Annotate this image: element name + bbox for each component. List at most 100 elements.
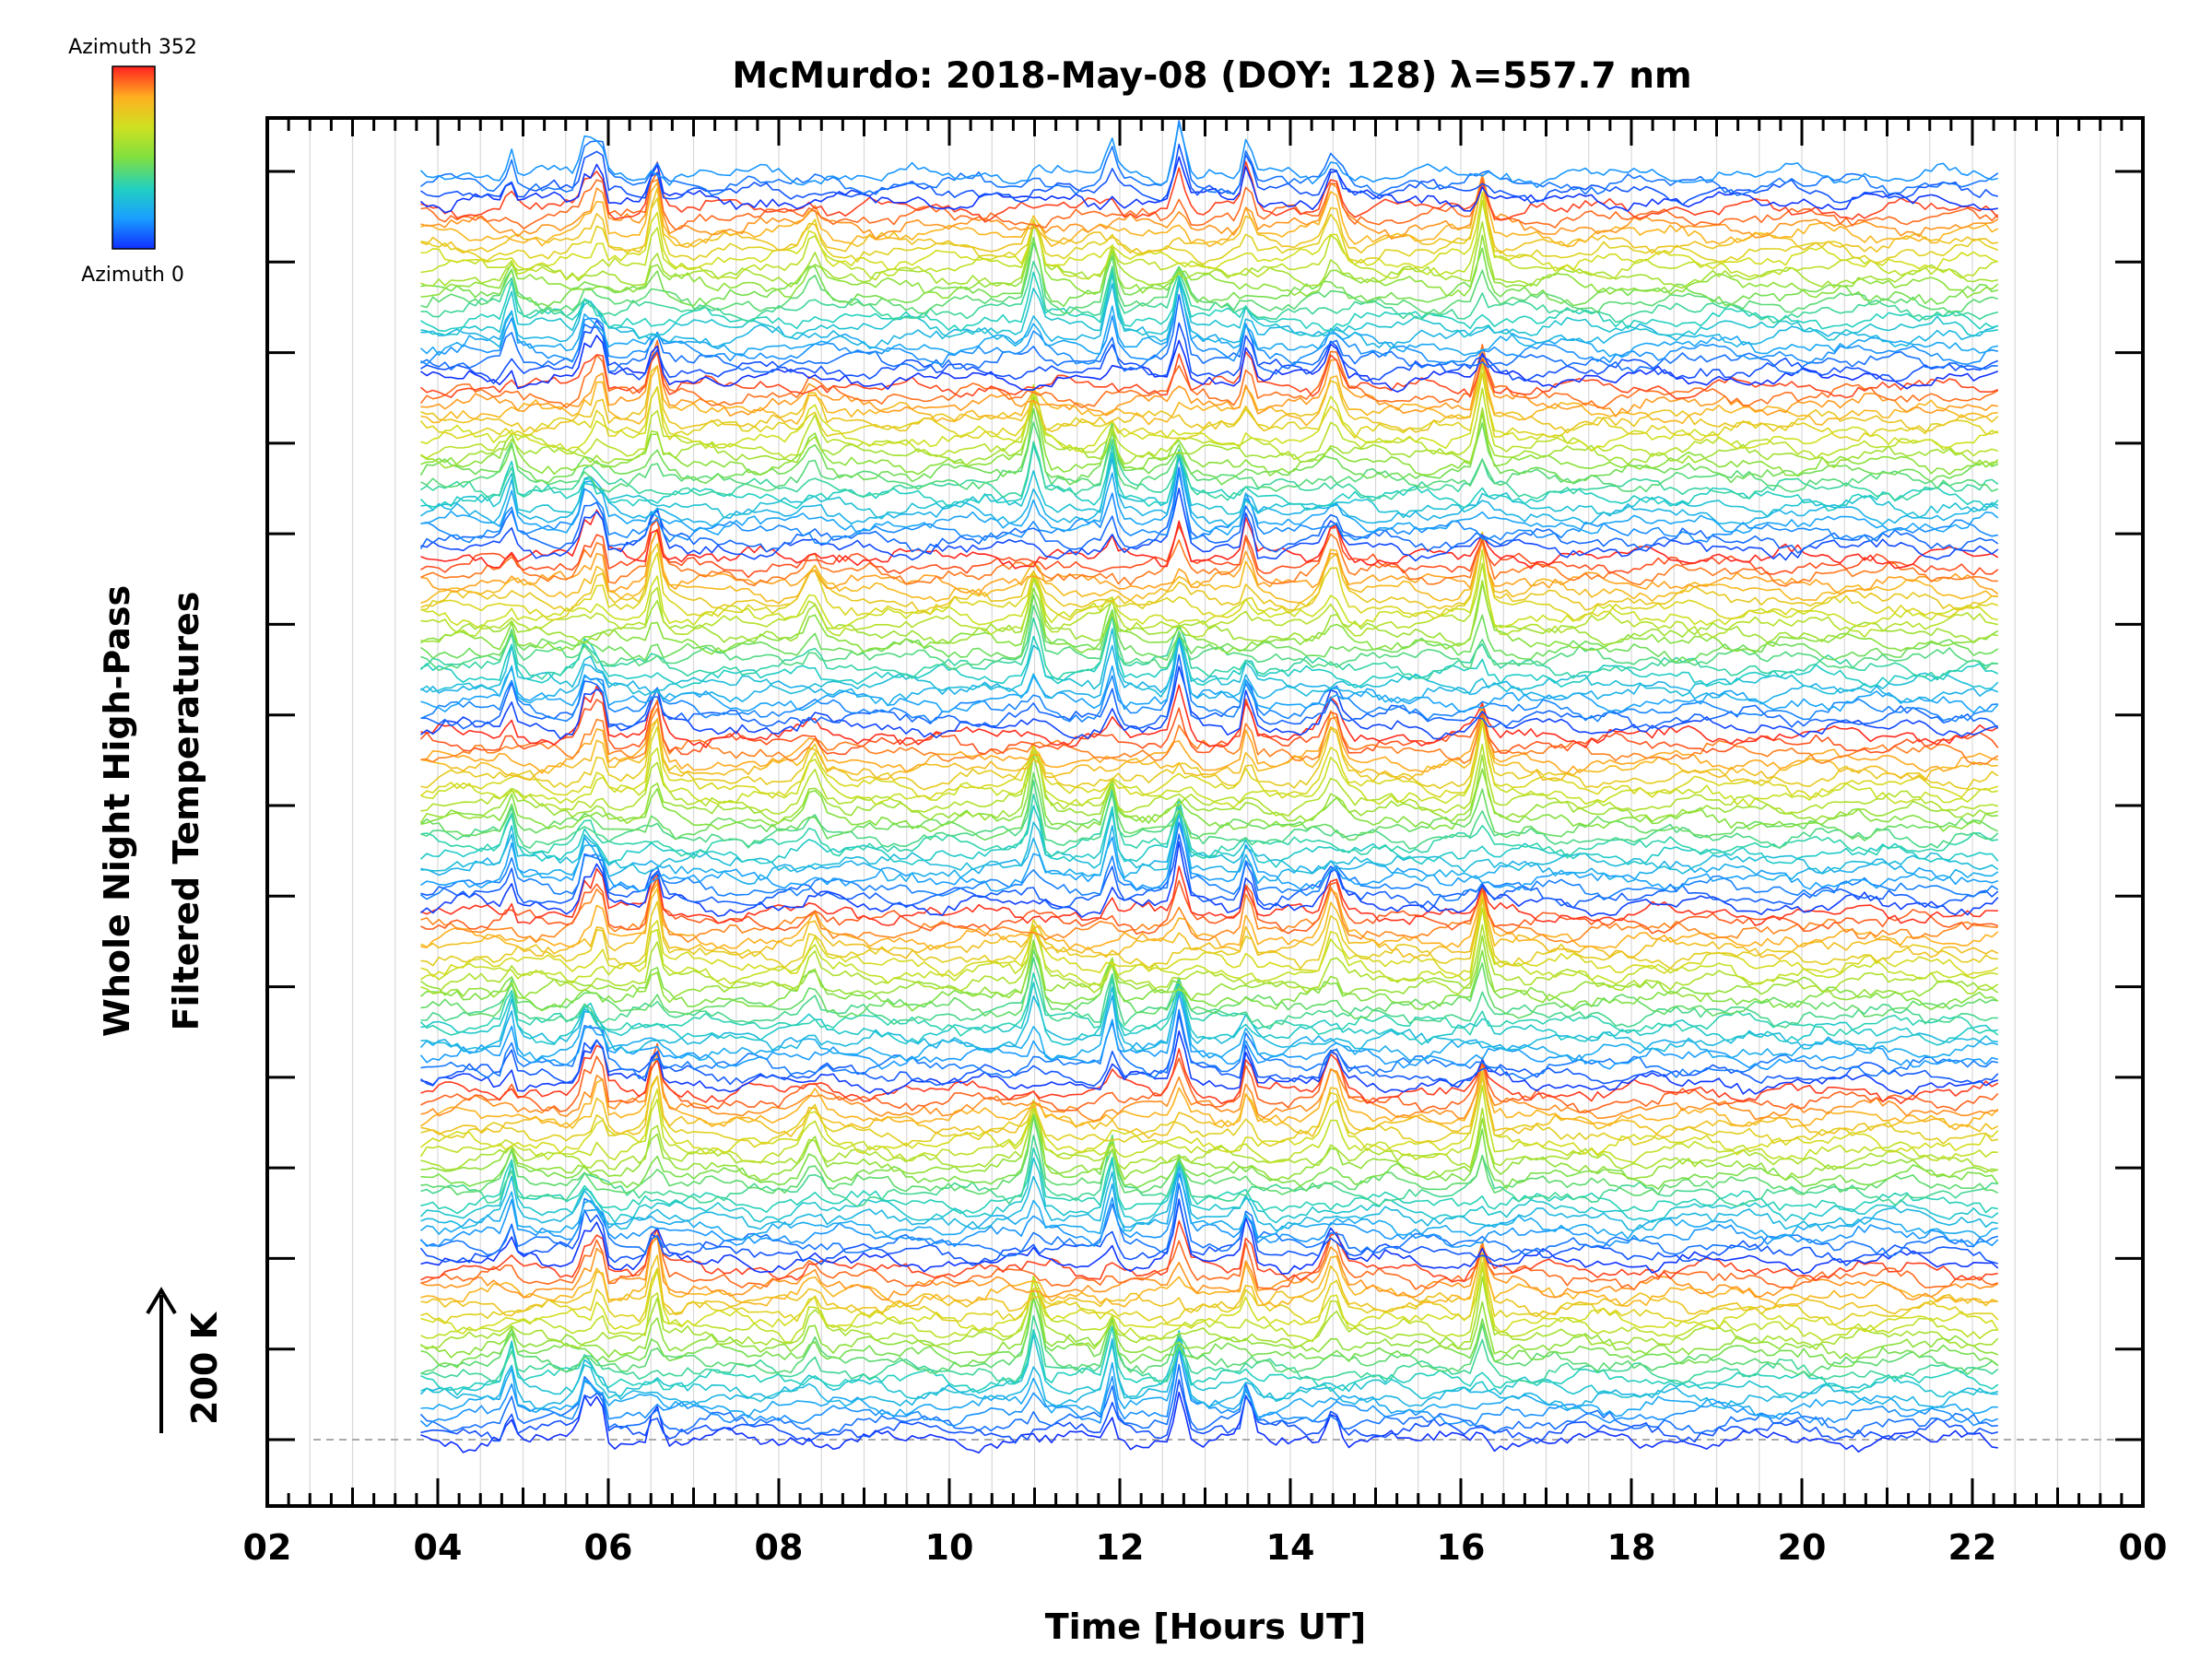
series-line bbox=[419, 371, 1999, 442]
series-line bbox=[419, 280, 1998, 359]
series-line bbox=[420, 236, 1999, 308]
series-line bbox=[420, 269, 1998, 333]
series-line bbox=[420, 401, 1999, 469]
series-line bbox=[419, 939, 1999, 1012]
series-line bbox=[420, 753, 1998, 833]
series-line bbox=[420, 638, 1999, 707]
x-tick-labels: 02 04 06 08 10 12 14 16 18 20 22 00 bbox=[243, 1527, 2168, 1568]
series-line bbox=[420, 281, 1999, 349]
series-line bbox=[419, 466, 1999, 554]
series-line bbox=[420, 528, 1998, 605]
series-line bbox=[420, 1291, 1999, 1359]
legend-max-label: Azimuth 352 bbox=[68, 36, 197, 59]
series-line bbox=[420, 449, 1999, 527]
series-line bbox=[420, 788, 1998, 859]
series-line bbox=[420, 516, 1998, 587]
series-line bbox=[419, 1347, 1999, 1428]
series-line bbox=[420, 574, 1998, 647]
x-tick-label: 16 bbox=[1437, 1527, 1486, 1568]
series-line bbox=[420, 1112, 1999, 1190]
series-line bbox=[419, 744, 1999, 825]
series-line bbox=[420, 821, 1999, 901]
series-line bbox=[420, 684, 1999, 748]
series-line bbox=[420, 957, 1998, 1029]
series-line bbox=[420, 1314, 1999, 1384]
series-line bbox=[419, 716, 1999, 800]
series-line bbox=[420, 352, 1999, 434]
series-line bbox=[420, 706, 1999, 791]
series-line bbox=[419, 350, 1999, 400]
series-line bbox=[420, 120, 1999, 196]
axis-ticks bbox=[265, 118, 2145, 1506]
series-line bbox=[420, 897, 1999, 978]
series-line bbox=[420, 394, 1998, 477]
series-line bbox=[420, 1199, 1999, 1275]
series-line bbox=[420, 1296, 1999, 1378]
series-line bbox=[420, 1054, 1999, 1131]
x-tick-label: 00 bbox=[2119, 1527, 2168, 1568]
series-line bbox=[420, 1241, 1999, 1318]
series-line bbox=[420, 1070, 1999, 1156]
series-line bbox=[420, 982, 1998, 1054]
series-line bbox=[420, 430, 1999, 502]
series-line bbox=[420, 470, 1998, 545]
series-line bbox=[420, 833, 1999, 910]
x-tick-label: 12 bbox=[1096, 1527, 1145, 1568]
series-line bbox=[420, 1044, 1999, 1105]
series-line bbox=[419, 1335, 1998, 1410]
series-line bbox=[420, 1252, 1999, 1326]
x-tick-label: 04 bbox=[414, 1527, 463, 1568]
series-line bbox=[420, 335, 1999, 393]
x-tick-label: 08 bbox=[755, 1527, 804, 1568]
series-line bbox=[420, 888, 1999, 960]
legend-min-label: Azimuth 0 bbox=[81, 264, 184, 287]
azimuth-colorbar bbox=[112, 65, 156, 250]
series-line bbox=[420, 1134, 1998, 1207]
series-group bbox=[419, 120, 1999, 1453]
series-line bbox=[419, 1182, 1999, 1257]
series-line bbox=[420, 876, 1999, 935]
y-axis-label-line2: Filtered Temperatures bbox=[166, 592, 206, 1031]
series-line bbox=[420, 594, 1999, 664]
series-line bbox=[419, 1363, 1998, 1435]
series-line bbox=[419, 407, 1999, 486]
series-line bbox=[420, 743, 1999, 818]
series-line bbox=[420, 1379, 1998, 1444]
x-tick-label: 18 bbox=[1607, 1527, 1656, 1568]
series-line bbox=[420, 1261, 1999, 1335]
series-line bbox=[419, 612, 1999, 688]
series-line bbox=[420, 1219, 1998, 1283]
series-line bbox=[420, 877, 1998, 944]
series-line bbox=[420, 582, 1999, 655]
series-line bbox=[420, 1159, 1998, 1232]
series-line bbox=[420, 529, 1999, 595]
series-line bbox=[420, 779, 1999, 850]
series-line bbox=[420, 712, 1998, 782]
y-axis-label-line1: Whole Night High-Pass bbox=[97, 585, 137, 1037]
series-line bbox=[420, 721, 1998, 809]
series-line bbox=[420, 812, 1999, 892]
series-line bbox=[420, 449, 1999, 520]
series-line bbox=[419, 982, 1998, 1062]
series-line bbox=[420, 948, 1998, 1020]
x-tick-label: 14 bbox=[1266, 1527, 1315, 1568]
series-line bbox=[420, 1297, 1999, 1369]
series-line bbox=[419, 797, 1999, 868]
series-line bbox=[420, 976, 1998, 1046]
scale-label: 200 K bbox=[184, 1311, 225, 1425]
series-line bbox=[420, 531, 1999, 621]
series-line bbox=[420, 1115, 1999, 1196]
series-line bbox=[420, 1106, 1998, 1182]
series-line bbox=[420, 224, 1999, 300]
series-line bbox=[420, 260, 1998, 324]
series-line bbox=[420, 1237, 1999, 1301]
series-line bbox=[420, 1166, 1998, 1241]
series-line bbox=[420, 454, 1999, 536]
series-line bbox=[420, 1042, 1999, 1113]
series-line bbox=[420, 1030, 1999, 1096]
series-line bbox=[420, 665, 1998, 740]
series-line bbox=[420, 509, 1999, 570]
series-line bbox=[420, 1233, 1998, 1309]
series-line bbox=[420, 219, 1998, 289]
